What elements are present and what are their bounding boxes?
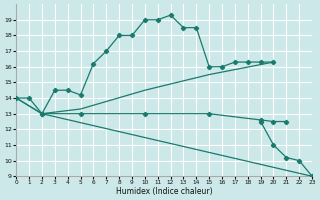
X-axis label: Humidex (Indice chaleur): Humidex (Indice chaleur) (116, 187, 212, 196)
